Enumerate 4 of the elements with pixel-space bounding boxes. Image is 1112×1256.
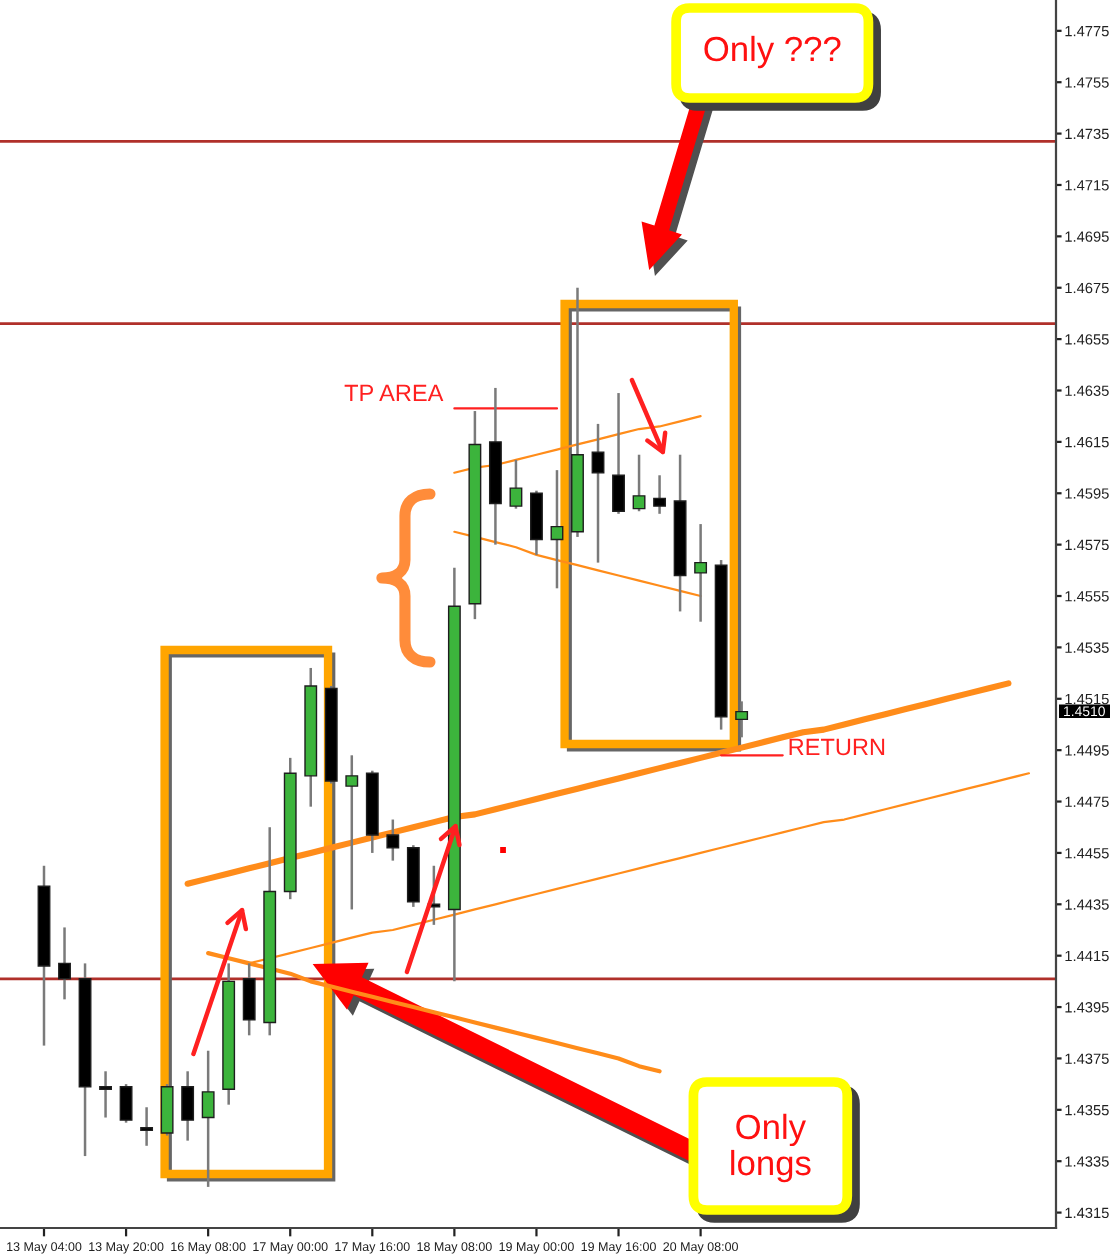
annotation: RETURN (789, 738, 885, 756)
annotation: Only longs (731, 1113, 811, 1183)
annotation: TP AREA (344, 384, 444, 402)
annotation: Only ??? (704, 35, 841, 69)
